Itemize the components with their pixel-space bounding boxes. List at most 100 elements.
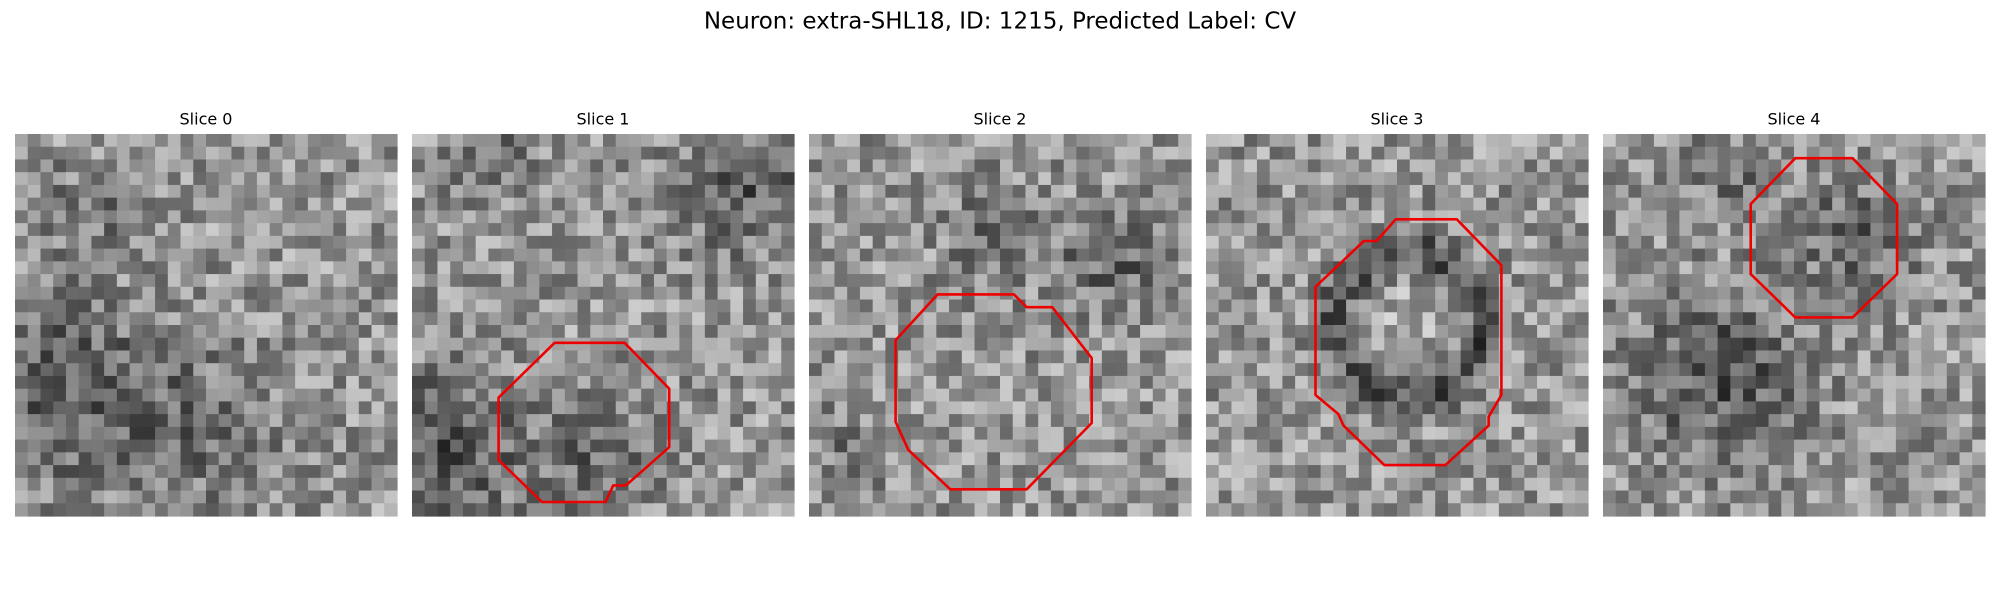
pixel (1000, 439, 1014, 453)
pixel (564, 248, 579, 262)
pixel (1730, 261, 1744, 275)
pixel (949, 350, 963, 364)
pixel (1832, 490, 1846, 504)
pixel (949, 325, 963, 339)
contour (1314, 218, 1503, 467)
pixel (1460, 235, 1474, 250)
pixel (424, 172, 439, 186)
pixel (129, 146, 143, 161)
pixel (730, 223, 744, 237)
pixel (1231, 337, 1245, 352)
pixel (1972, 388, 1986, 402)
pixel (872, 261, 886, 275)
pixel (282, 363, 296, 377)
pixel (1755, 197, 1770, 211)
pixel (282, 159, 296, 173)
pixel (1895, 325, 1910, 339)
slice-image (412, 134, 795, 517)
pixel (320, 286, 334, 301)
pixel (1244, 477, 1258, 492)
pixel (1025, 426, 1039, 441)
pixel (15, 134, 29, 148)
pixel (1832, 388, 1846, 402)
pixel (1946, 325, 1961, 339)
pixel (1409, 401, 1424, 415)
pixel (1358, 223, 1373, 237)
pixel (488, 490, 502, 504)
pixel (1549, 503, 1564, 517)
pixel (206, 184, 220, 199)
pixel (923, 350, 937, 364)
pixel (1615, 146, 1630, 161)
pixel (1384, 235, 1398, 250)
pixel (1152, 452, 1167, 466)
pixel (256, 159, 271, 173)
pixel (1806, 401, 1821, 415)
pixel (1397, 134, 1411, 148)
pixel (91, 248, 105, 262)
pixel (65, 414, 80, 428)
pixel (834, 248, 848, 262)
pixel (180, 426, 194, 441)
pixel (1127, 184, 1141, 199)
pixel (412, 172, 426, 186)
pixel (1679, 363, 1693, 377)
pixel (1282, 465, 1296, 479)
pixel (155, 375, 169, 390)
pixel (1152, 363, 1167, 377)
pixel (142, 477, 156, 492)
pixel (564, 350, 579, 364)
pixel (1101, 159, 1116, 173)
pixel (371, 490, 385, 504)
pixel (1282, 350, 1296, 364)
pixel (256, 452, 271, 466)
pixel (1178, 426, 1192, 441)
pixel (1089, 490, 1103, 504)
pixel (15, 452, 29, 466)
pixel (768, 503, 782, 517)
pixel (231, 363, 245, 377)
pixel (1127, 261, 1141, 275)
pixel (142, 172, 156, 186)
pixel (1333, 452, 1347, 466)
pixel (244, 350, 258, 364)
pixel (78, 299, 92, 313)
pixel (898, 388, 912, 402)
pixel (936, 159, 950, 173)
pixel (1537, 261, 1551, 275)
pixel (1038, 210, 1052, 224)
pixel (847, 299, 861, 313)
pixel (295, 465, 309, 479)
pixel (1282, 477, 1296, 492)
pixel (847, 439, 861, 453)
pixel (717, 248, 731, 262)
pixel (1101, 325, 1116, 339)
pixel (1768, 184, 1782, 199)
pixel (1409, 172, 1424, 186)
pixel (1089, 465, 1103, 479)
pixel (1692, 375, 1706, 390)
pixel (1114, 337, 1128, 352)
pixel (1730, 503, 1744, 517)
pixel (1562, 503, 1576, 517)
pixel (1422, 452, 1436, 466)
pixel (320, 388, 334, 402)
pixel (526, 426, 540, 441)
pixel (218, 146, 233, 161)
pixel (295, 375, 309, 390)
pixel (809, 452, 823, 466)
pixel (1819, 299, 1833, 313)
pixel (1165, 235, 1179, 250)
pixel (129, 452, 143, 466)
pixel (898, 286, 912, 301)
pixel (1806, 337, 1821, 352)
pixel (743, 426, 757, 441)
pixel (1435, 286, 1449, 301)
pixel (1704, 286, 1719, 301)
pixel (809, 388, 823, 402)
pixel (1679, 210, 1693, 224)
pixel (1295, 414, 1309, 428)
pixel (781, 134, 795, 148)
pixel (320, 274, 334, 288)
pixel (193, 286, 207, 301)
